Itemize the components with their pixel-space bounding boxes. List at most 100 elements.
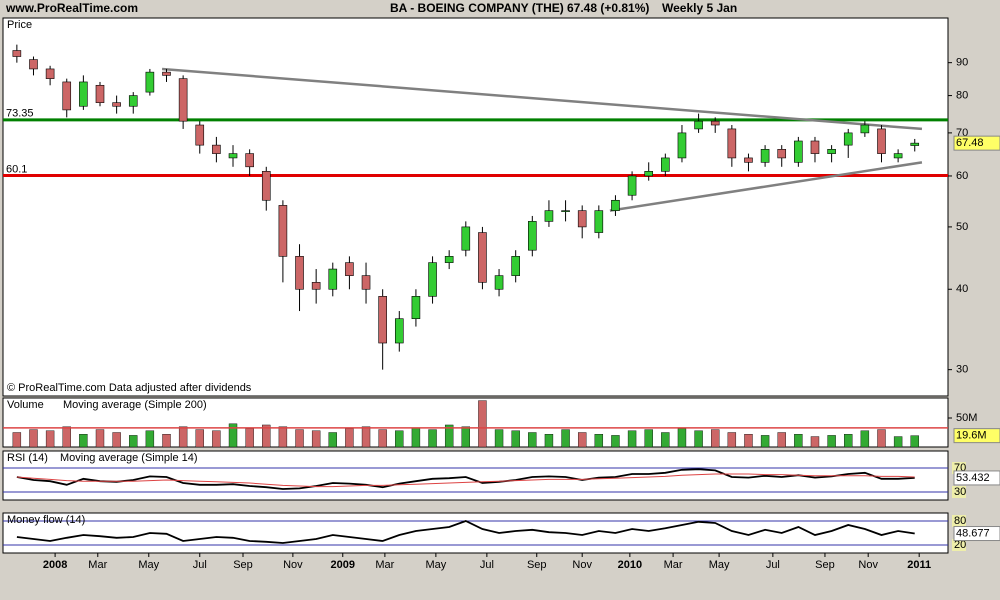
level-label: 73.35 (6, 108, 34, 120)
candle-body (178, 78, 188, 122)
candle-body (145, 71, 155, 93)
volume-bar (561, 429, 570, 448)
candle-body (893, 153, 903, 159)
volume-bar (694, 430, 703, 448)
volume-bar (478, 400, 487, 448)
y-tick-label: 30 (954, 486, 966, 498)
volume-bar (893, 436, 903, 448)
chart-title: BA - BOEING COMPANY (THE) (390, 1, 564, 15)
candle-body (877, 128, 886, 154)
volume-bar (910, 435, 919, 448)
candle-body (827, 149, 836, 154)
y-tick-label: 80 (956, 89, 968, 101)
volume-bar (511, 430, 520, 448)
x-tick-label: 2009 (331, 559, 355, 571)
x-tick-label: Sep (527, 559, 547, 571)
candle-body (677, 132, 687, 159)
candle-body (794, 140, 803, 163)
candle-body (727, 128, 737, 159)
x-tick-label: Nov (283, 559, 303, 571)
value-label: 53.432 (956, 472, 990, 484)
period: Weekly 5 Jan (662, 1, 737, 15)
volume-bar (12, 432, 22, 448)
y-tick-label: 20 (954, 539, 966, 551)
y-tick-label: 40 (956, 283, 968, 295)
x-tick-label: May (709, 559, 730, 571)
x-tick-label: 2010 (618, 559, 642, 571)
x-tick-label: Sep (815, 559, 835, 571)
volume-bar (677, 428, 687, 448)
candle-body (195, 124, 205, 146)
volume-bar (544, 434, 554, 448)
volume-bar (145, 430, 155, 448)
y-axis-title: Price (7, 19, 32, 31)
y-tick-label: 30 (956, 364, 968, 376)
candle-body (661, 157, 670, 172)
volume-bar (295, 429, 304, 448)
candle-body (494, 275, 504, 290)
candle-body (278, 205, 288, 257)
tick-box (952, 486, 966, 499)
y-tick-label: 90 (956, 57, 968, 69)
volume-bar (844, 434, 853, 448)
trend-line (161, 67, 923, 131)
volume-bar (262, 424, 271, 448)
x-tick-label: May (138, 559, 159, 571)
y-tick-label: 50M (956, 412, 977, 424)
candle-body (428, 262, 437, 297)
candle-body (128, 95, 138, 107)
panel (2, 512, 949, 554)
trend-line (609, 161, 923, 212)
volume-bar (727, 432, 737, 448)
last-change: 67.48 (+0.81%) (567, 1, 649, 15)
value-label: 19.6M (956, 430, 987, 442)
candle-body (710, 120, 720, 126)
x-tick-label: Mar (664, 559, 683, 571)
candle-body (594, 210, 604, 233)
volume-bar (228, 423, 238, 448)
candle-body (694, 120, 703, 130)
candle-body (12, 50, 22, 57)
volume-bar (760, 435, 770, 448)
value-label: 48.677 (956, 527, 990, 539)
volume-bar (528, 432, 537, 448)
candle-body (162, 71, 171, 76)
x-tick-label: Mar (88, 559, 107, 571)
volume-bar (461, 426, 471, 448)
panel (2, 397, 949, 448)
candle-body (627, 175, 637, 196)
candle-body (528, 221, 537, 251)
candle-body (860, 124, 870, 134)
tick-box (952, 515, 966, 527)
volume-bar (860, 430, 870, 448)
x-tick-label: Mar (375, 559, 394, 571)
candle-body (611, 199, 620, 211)
x-tick-label: 2011 (907, 559, 931, 571)
candle-body (810, 140, 820, 154)
volume-bar (311, 430, 321, 448)
value-box (953, 135, 1000, 151)
volume-bar (395, 430, 404, 448)
candle-body (544, 210, 554, 222)
candle-body (561, 210, 570, 212)
volume-bar (178, 426, 188, 448)
candle-body (760, 149, 770, 163)
candle-body (461, 226, 471, 251)
x-tick-label: Nov (572, 559, 592, 571)
volume-bar (112, 432, 121, 448)
candle-body (744, 157, 753, 163)
volume-bar (95, 429, 105, 448)
volume-bar (245, 428, 254, 448)
candle-body (910, 142, 920, 146)
candle-body (478, 232, 487, 283)
candle-body (411, 296, 421, 320)
legend-label: Moving average (Simple 200) (63, 399, 207, 411)
candle-body (361, 275, 371, 290)
tick-box (952, 539, 966, 551)
volume-bar (45, 430, 55, 448)
volume-bar (195, 429, 204, 448)
candle-body (45, 68, 55, 79)
volume-bar (79, 434, 88, 448)
candle-body (843, 132, 853, 146)
